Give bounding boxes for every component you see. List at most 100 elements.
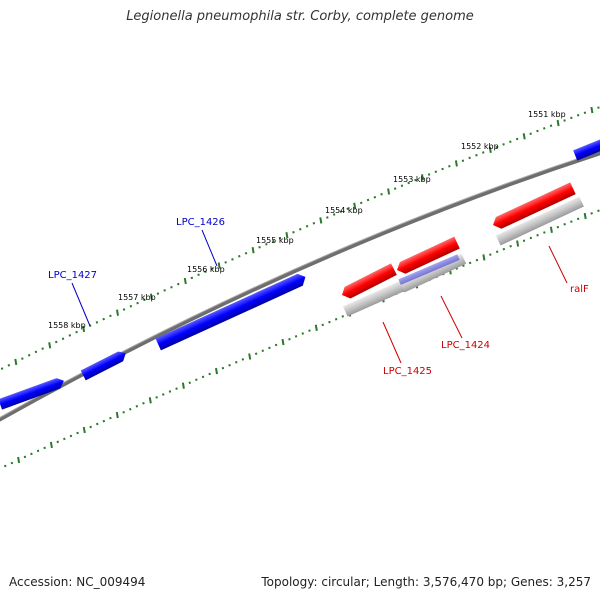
gene-ralf-reverse[interactable] [490, 182, 576, 231]
gene-block-forward[interactable] [573, 135, 600, 161]
minor-tick [576, 114, 580, 117]
minor-tick [208, 372, 211, 376]
scale-label: 1556 kbp [187, 265, 225, 274]
gene-label-lpc1427[interactable]: LPC_1427 [48, 270, 97, 281]
gene-lpc1426-forward[interactable] [155, 271, 309, 351]
gene-block-forward[interactable] [0, 376, 66, 410]
minor-tick [261, 349, 264, 353]
minor-tick [68, 334, 72, 337]
minor-tick [400, 184, 404, 188]
major-tick [285, 232, 289, 239]
scale-label: 1554 kbp [325, 206, 363, 215]
minor-tick [27, 353, 31, 357]
minor-tick [129, 305, 133, 308]
minor-tick [63, 437, 66, 441]
major-tick [549, 226, 553, 233]
minor-tick [393, 187, 397, 190]
minor-tick [163, 289, 166, 292]
minor-tick [334, 317, 338, 321]
gene-label-lpc1426[interactable]: LPC_1426 [176, 217, 225, 228]
major-tick [49, 441, 53, 449]
gene-lpc1425-reverse[interactable] [339, 263, 397, 301]
major-tick [516, 240, 520, 247]
minor-tick [543, 231, 546, 234]
minor-tick [590, 212, 593, 215]
minor-tick [142, 402, 145, 405]
minor-tick [360, 201, 363, 205]
minor-tick [509, 140, 512, 143]
minor-tick [489, 253, 492, 256]
gene-label-ralf[interactable]: ralF [570, 284, 589, 295]
minor-tick [36, 449, 40, 453]
major-tick [115, 411, 119, 419]
gene-block-forward[interactable] [80, 349, 129, 381]
minor-tick [102, 419, 106, 423]
gene-label-lpc1425[interactable]: LPC_1425 [383, 366, 432, 377]
minor-tick [231, 258, 234, 261]
major-tick [522, 133, 526, 140]
minor-tick [7, 364, 11, 367]
scale-label: 1551 kbp [528, 110, 566, 119]
minor-tick [434, 170, 438, 173]
minor-tick [563, 223, 566, 226]
gene-shadow [495, 196, 584, 246]
major-tick [48, 342, 52, 349]
minor-tick [441, 167, 444, 171]
minor-tick [235, 361, 238, 364]
minor-tick [56, 440, 59, 444]
minor-tick [576, 217, 580, 221]
minor-tick [258, 245, 261, 249]
gene-label-lpc1424[interactable]: LPC_1424 [441, 340, 490, 351]
minor-tick [274, 343, 278, 347]
minor-tick [55, 340, 58, 344]
minor-tick [312, 222, 316, 225]
minor-tick [475, 258, 479, 262]
major-tick [215, 367, 218, 375]
minor-tick [23, 455, 27, 459]
minor-tick [373, 195, 377, 199]
minor-tick [495, 250, 499, 254]
leader-line [440, 295, 463, 339]
minor-tick [502, 143, 505, 146]
minor-tick [75, 330, 78, 334]
minor-tick [366, 198, 370, 202]
major-tick [181, 382, 185, 389]
minor-tick [135, 404, 139, 408]
minor-tick [41, 347, 44, 350]
minor-tick [529, 132, 532, 135]
minor-tick [332, 213, 336, 216]
minor-tick [427, 173, 431, 176]
major-tick [14, 358, 18, 366]
gene-lpc1424-reverse[interactable] [394, 236, 460, 277]
minor-tick [170, 286, 173, 289]
minor-tick [339, 210, 343, 213]
gene-labels: LPC_1426 LPC_1427 LPC_1424 LPC_1425 ralF [48, 217, 589, 377]
minor-tick [143, 298, 146, 302]
minor-tick [224, 261, 227, 264]
major-tick [217, 262, 221, 269]
minor-tick [292, 230, 295, 234]
minor-tick [556, 225, 560, 229]
minor-tick [570, 220, 573, 223]
minor-tick [326, 216, 329, 219]
minor-tick [475, 153, 478, 157]
major-tick [183, 277, 187, 285]
minor-tick [301, 332, 304, 335]
minor-tick [597, 209, 600, 212]
gene-overlap-band [398, 254, 460, 285]
minor-tick [583, 111, 587, 114]
leader-line [71, 282, 91, 327]
major-tick [82, 426, 86, 434]
scale-label: 1553 kbp [393, 175, 431, 184]
minor-tick [122, 308, 126, 311]
minor-tick [21, 357, 24, 360]
minor-tick [522, 239, 526, 243]
minor-tick [188, 381, 191, 384]
minor-tick [380, 193, 383, 196]
minor-tick [195, 378, 198, 382]
minor-tick [168, 390, 172, 393]
major-tick [149, 293, 153, 300]
minor-tick [95, 321, 99, 324]
